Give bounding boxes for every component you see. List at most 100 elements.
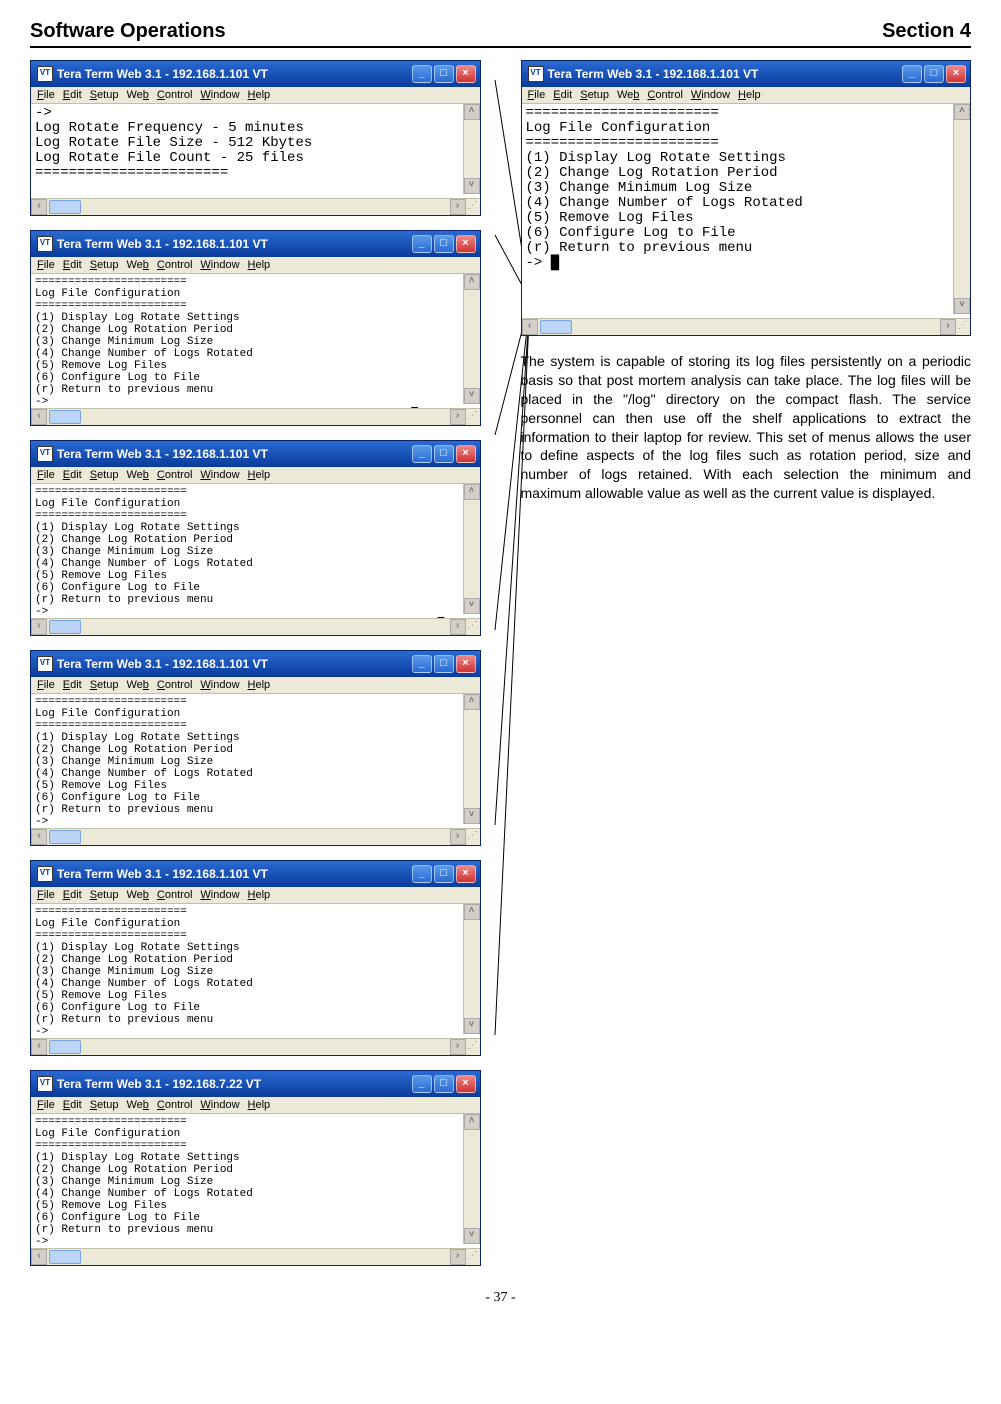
- scroll-up-icon[interactable]: ˄: [464, 904, 480, 920]
- scroll-left-icon[interactable]: ‹: [31, 199, 47, 215]
- maximize-button[interactable]: □: [924, 65, 944, 83]
- terminal-text[interactable]: ======================= Log File Configu…: [31, 274, 463, 408]
- menu-item[interactable]: Help: [248, 89, 271, 101]
- menu-item[interactable]: Setup: [90, 889, 119, 901]
- menu-item[interactable]: Setup: [90, 1099, 119, 1111]
- horizontal-scrollbar[interactable]: ‹›⋰: [31, 408, 480, 425]
- scroll-down-icon[interactable]: ˅: [464, 1018, 480, 1034]
- minimize-button[interactable]: _: [412, 865, 432, 883]
- resize-grip-icon[interactable]: ⋰: [466, 410, 480, 424]
- vertical-scrollbar[interactable]: ˄˅: [463, 694, 480, 824]
- scroll-up-icon[interactable]: ˄: [464, 484, 480, 500]
- menu-item[interactable]: Help: [248, 889, 271, 901]
- minimize-button[interactable]: _: [412, 65, 432, 83]
- menu-item[interactable]: Window: [200, 259, 239, 271]
- scroll-up-icon[interactable]: ˄: [464, 104, 480, 120]
- menu-item[interactable]: File: [528, 89, 546, 101]
- terminal-text[interactable]: ======================= Log File Configu…: [522, 104, 954, 318]
- title-bar[interactable]: VTTera Term Web 3.1 - 192.168.1.101 VT_□…: [522, 61, 971, 87]
- menu-item[interactable]: Help: [248, 679, 271, 691]
- menu-item[interactable]: Help: [738, 89, 761, 101]
- scroll-down-icon[interactable]: ˅: [954, 298, 970, 314]
- vertical-scrollbar[interactable]: ˄˅: [463, 104, 480, 194]
- menu-item[interactable]: Window: [200, 469, 239, 481]
- horizontal-scrollbar[interactable]: ‹›⋰: [31, 1038, 480, 1055]
- maximize-button[interactable]: □: [434, 1075, 454, 1093]
- menu-bar[interactable]: FileEditSetupWebControlWindowHelp: [31, 257, 480, 274]
- menu-item[interactable]: Window: [200, 889, 239, 901]
- close-button[interactable]: ×: [456, 865, 476, 883]
- close-button[interactable]: ×: [456, 65, 476, 83]
- menu-item[interactable]: Edit: [63, 889, 82, 901]
- resize-grip-icon[interactable]: ⋰: [466, 830, 480, 844]
- scroll-down-icon[interactable]: ˅: [464, 598, 480, 614]
- resize-grip-icon[interactable]: ⋰: [466, 1250, 480, 1264]
- title-bar[interactable]: VTTera Term Web 3.1 - 192.168.7.22 VT_□×: [31, 1071, 480, 1097]
- menu-item[interactable]: Control: [157, 259, 192, 271]
- menu-item[interactable]: File: [37, 469, 55, 481]
- vertical-scrollbar[interactable]: ˄˅: [463, 484, 480, 614]
- menu-item[interactable]: File: [37, 679, 55, 691]
- resize-grip-icon[interactable]: ⋰: [466, 1040, 480, 1054]
- close-button[interactable]: ×: [946, 65, 966, 83]
- menu-item[interactable]: Edit: [63, 89, 82, 101]
- scroll-thumb[interactable]: [49, 1250, 81, 1264]
- menu-item[interactable]: File: [37, 1099, 55, 1111]
- menu-item[interactable]: Web: [126, 1099, 148, 1111]
- terminal-text[interactable]: ======================= Log File Configu…: [31, 1114, 463, 1248]
- menu-bar[interactable]: FileEditSetupWebControlWindowHelp: [522, 87, 971, 104]
- resize-grip-icon[interactable]: ⋰: [466, 200, 480, 214]
- close-button[interactable]: ×: [456, 655, 476, 673]
- title-bar[interactable]: VTTera Term Web 3.1 - 192.168.1.101 VT_□…: [31, 861, 480, 887]
- scroll-thumb[interactable]: [540, 320, 572, 334]
- menu-bar[interactable]: FileEditSetupWebControlWindowHelp: [31, 1097, 480, 1114]
- scroll-right-icon[interactable]: ›: [940, 319, 956, 335]
- resize-grip-icon[interactable]: ⋰: [956, 320, 970, 334]
- menu-bar[interactable]: FileEditSetupWebControlWindowHelp: [31, 887, 480, 904]
- scroll-left-icon[interactable]: ‹: [31, 619, 47, 635]
- terminal-text[interactable]: -> Log Rotate Frequency - 5 minutes Log …: [31, 104, 463, 198]
- menu-item[interactable]: Edit: [63, 259, 82, 271]
- scroll-left-icon[interactable]: ‹: [31, 1249, 47, 1265]
- scroll-left-icon[interactable]: ‹: [522, 319, 538, 335]
- horizontal-scrollbar[interactable]: ‹ ›⋰: [31, 618, 480, 635]
- menu-item[interactable]: Help: [248, 259, 271, 271]
- resize-grip-icon[interactable]: ⋰: [466, 620, 480, 634]
- terminal-text[interactable]: ======================= Log File Configu…: [31, 484, 463, 618]
- horizontal-scrollbar[interactable]: ‹›⋰: [31, 198, 480, 215]
- menu-bar[interactable]: FileEditSetupWebControlWindowHelp: [31, 87, 480, 104]
- scroll-down-icon[interactable]: ˅: [464, 1228, 480, 1244]
- title-bar[interactable]: VTTera Term Web 3.1 - 192.168.1.101 VT_□…: [31, 231, 480, 257]
- menu-item[interactable]: Setup: [90, 89, 119, 101]
- menu-item[interactable]: Control: [157, 1099, 192, 1111]
- menu-item[interactable]: Web: [126, 89, 148, 101]
- title-bar[interactable]: VTTera Term Web 3.1 - 192.168.1.101 VT_□…: [31, 651, 480, 677]
- menu-item[interactable]: File: [37, 259, 55, 271]
- menu-item[interactable]: Control: [157, 889, 192, 901]
- scroll-up-icon[interactable]: ˄: [464, 694, 480, 710]
- vertical-scrollbar[interactable]: ˄˅: [463, 274, 480, 404]
- menu-item[interactable]: Edit: [63, 1099, 82, 1111]
- scroll-down-icon[interactable]: ˅: [464, 178, 480, 194]
- terminal-text[interactable]: ======================= Log File Configu…: [31, 904, 463, 1038]
- minimize-button[interactable]: _: [412, 1075, 432, 1093]
- maximize-button[interactable]: □: [434, 445, 454, 463]
- horizontal-scrollbar[interactable]: ‹ ›⋰: [522, 318, 971, 335]
- menu-item[interactable]: Edit: [63, 679, 82, 691]
- scroll-right-icon[interactable]: ›: [450, 409, 466, 425]
- menu-item[interactable]: Setup: [90, 679, 119, 691]
- scroll-up-icon[interactable]: ˄: [464, 274, 480, 290]
- scroll-thumb[interactable]: [49, 620, 81, 634]
- menu-item[interactable]: Control: [157, 89, 192, 101]
- scroll-down-icon[interactable]: ˅: [464, 388, 480, 404]
- menu-item[interactable]: Edit: [553, 89, 572, 101]
- menu-item[interactable]: Setup: [580, 89, 609, 101]
- scroll-right-icon[interactable]: ›: [450, 619, 466, 635]
- maximize-button[interactable]: □: [434, 235, 454, 253]
- terminal-text[interactable]: ======================= Log File Configu…: [31, 694, 463, 828]
- maximize-button[interactable]: □: [434, 865, 454, 883]
- menu-item[interactable]: Edit: [63, 469, 82, 481]
- scroll-right-icon[interactable]: ›: [450, 1249, 466, 1265]
- menu-item[interactable]: Web: [126, 679, 148, 691]
- menu-item[interactable]: Web: [126, 889, 148, 901]
